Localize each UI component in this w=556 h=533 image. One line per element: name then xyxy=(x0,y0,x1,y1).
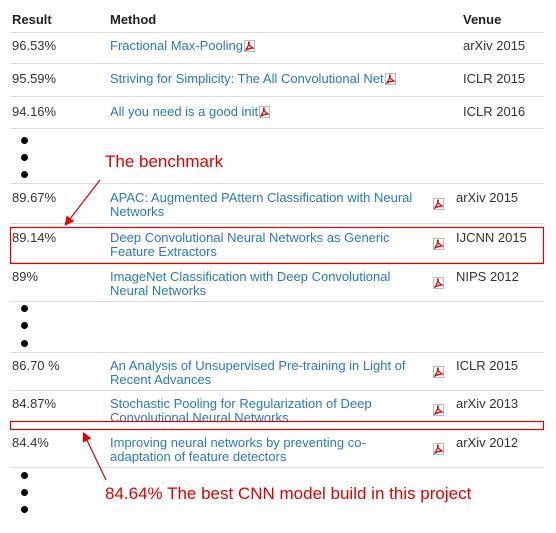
pdf-icon xyxy=(259,105,271,118)
ellipsis-dot xyxy=(21,137,28,144)
benchmark-box xyxy=(9,226,545,265)
row-separator xyxy=(10,467,544,468)
method-link[interactable]: All you need is a good init xyxy=(110,104,259,119)
pdf-icon xyxy=(433,237,445,250)
venue: arXiv 2013 xyxy=(456,396,519,411)
result: 89% xyxy=(12,269,39,284)
ellipsis-dot xyxy=(21,340,28,347)
pdf-icon xyxy=(385,72,397,85)
ellipsis-dot xyxy=(21,322,28,329)
row-separator xyxy=(10,262,544,263)
best-box xyxy=(9,420,545,431)
result: 84.87% xyxy=(12,396,57,411)
ellipsis-dot xyxy=(21,305,28,312)
row-separator xyxy=(10,183,544,184)
row-separator xyxy=(10,390,544,391)
row-separator xyxy=(10,32,544,33)
best-note: 84.64% The best CNN model build in this … xyxy=(105,484,472,503)
pdf-icon xyxy=(433,365,445,378)
method-link[interactable]: An Analysis of Unsupervised Pre-training… xyxy=(110,358,406,387)
result: 95.59% xyxy=(12,71,57,86)
ellipsis-dot xyxy=(21,472,28,479)
ellipsis-dot xyxy=(21,154,28,161)
ellipsis-dot xyxy=(21,506,28,513)
venue: arXiv 2015 xyxy=(463,38,526,53)
result: 86.70 % xyxy=(12,358,60,373)
result: 94.16% xyxy=(12,104,57,119)
column-header: Result xyxy=(12,12,52,27)
best-arrow xyxy=(82,431,107,481)
ellipsis-dot xyxy=(21,489,28,496)
pdf-icon xyxy=(433,442,445,455)
row-separator xyxy=(10,96,544,97)
column-header: Method xyxy=(110,12,157,27)
row-separator xyxy=(10,223,544,224)
method-link[interactable]: Striving for Simplicity: The All Convolu… xyxy=(110,71,384,86)
result: 89.67% xyxy=(12,190,57,205)
venue: ICLR 2016 xyxy=(463,104,526,119)
venue: arXiv 2012 xyxy=(456,435,519,450)
method-link[interactable]: Deep Convolutional Neural Networks as Ge… xyxy=(110,230,390,259)
benchmark-note: The benchmark xyxy=(105,152,224,171)
pdf-icon xyxy=(433,197,445,210)
venue: ICLR 2015 xyxy=(463,71,526,86)
ellipsis-dot xyxy=(21,171,28,178)
row-separator xyxy=(10,301,544,302)
row-separator xyxy=(10,128,544,129)
method-link[interactable]: Fractional Max-Pooling xyxy=(110,38,243,53)
venue: IJCNN 2015 xyxy=(456,230,527,245)
method-link[interactable]: Improving neural networks by preventing … xyxy=(110,435,366,464)
method-link[interactable]: ImageNet Classification with Deep Convol… xyxy=(110,269,391,298)
result: 89.14% xyxy=(12,230,57,245)
row-separator xyxy=(10,63,544,64)
pdf-icon xyxy=(433,403,445,416)
column-header: Venue xyxy=(463,12,502,27)
benchmark-arrow xyxy=(64,179,101,226)
result: 96.53% xyxy=(12,38,57,53)
result: 84.4% xyxy=(12,435,49,450)
row-separator xyxy=(10,352,544,353)
venue: arXiv 2015 xyxy=(456,190,519,205)
venue: ICLR 2015 xyxy=(456,358,519,373)
venue: NIPS 2012 xyxy=(456,269,519,284)
pdf-icon xyxy=(433,276,445,289)
pdf-icon xyxy=(244,39,256,52)
method-link[interactable]: APAC: Augmented PAttern Classification w… xyxy=(110,190,413,219)
